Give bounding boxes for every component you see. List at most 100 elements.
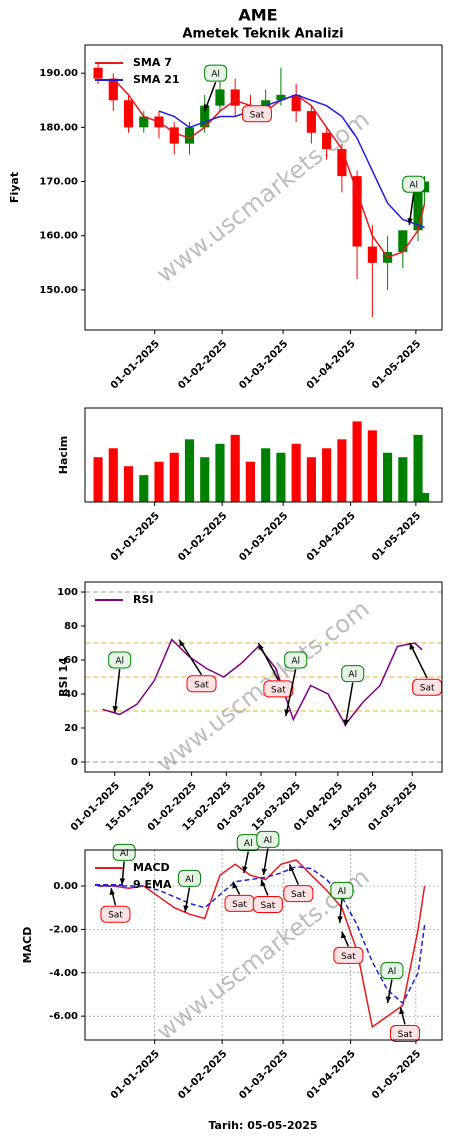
axes-frame: [84, 849, 443, 1041]
axes-frame: [84, 44, 443, 331]
candle-body: [337, 149, 347, 177]
plot-area: www.uscmarkets.com: [93, 62, 430, 317]
annotation-box: [341, 665, 365, 683]
annotation-label: Sat: [420, 684, 435, 694]
series-line: [98, 859, 426, 1029]
y-tick-label: 20: [64, 723, 78, 734]
volume-bar: [154, 461, 164, 502]
candle-body: [367, 246, 377, 263]
annotation-box: [402, 175, 426, 193]
x-tick-label: 01-04-2025: [305, 510, 358, 563]
annotation-label: Al: [409, 181, 418, 191]
candle-body: [413, 192, 423, 231]
volume-bar: [261, 448, 271, 502]
axes-frame: [84, 581, 443, 773]
annotation-box: [284, 651, 308, 669]
chart-subtitle: Ametek Teknik Analizi: [182, 27, 343, 42]
volume-bar: [420, 493, 430, 502]
series-line: [102, 638, 423, 726]
legend-label: RSI: [133, 593, 154, 606]
annotation-arrow: [344, 682, 354, 727]
x-tick-label: 01-02-2025: [176, 510, 229, 563]
annotation-label: Al: [211, 70, 220, 80]
x-tick-label: 01-03-2025: [237, 510, 290, 563]
volume-bar: [306, 457, 316, 502]
annotation-label: Sat: [291, 890, 306, 900]
x-tick-label: 01-03-2025: [237, 1048, 290, 1101]
x-tick-label: 01-05-2025: [370, 1048, 423, 1101]
y-tick-label: -6.00: [49, 1011, 78, 1022]
candle-body: [306, 111, 316, 133]
volume-bar: [291, 443, 301, 502]
annotation-arrow: [409, 642, 428, 679]
annotation-box: [241, 105, 272, 123]
y-tick-label: 80: [64, 621, 78, 632]
annotation-box: [263, 680, 294, 698]
annotation-label: Al: [185, 875, 194, 885]
y-tick-label: 190.00: [39, 68, 78, 79]
y-tick-label: 160.00: [39, 231, 78, 242]
candle-body: [276, 94, 286, 101]
arrow-head: [179, 639, 185, 647]
volume-bar: [230, 434, 240, 502]
y-tick-label: 60: [64, 655, 78, 666]
chart-title: AME: [238, 6, 277, 25]
candle-body: [398, 230, 408, 252]
legend-label: 9 EMA: [133, 878, 172, 891]
volume-bar: [276, 452, 286, 502]
candle-body: [184, 127, 195, 144]
annotation-label: Sat: [341, 952, 356, 962]
candle-body: [108, 78, 118, 101]
annotation-label: Al: [120, 849, 129, 859]
y-tick-label: 0: [71, 757, 78, 768]
x-tick-label: 01-01-2025: [109, 1048, 162, 1101]
candle-body: [169, 127, 179, 144]
candle-body: [215, 89, 225, 106]
y-tick-label: 170.00: [39, 177, 78, 188]
annotation-label: Sat: [271, 685, 286, 695]
volume-bar: [139, 475, 149, 502]
arrow-head: [407, 218, 413, 225]
x-tick-label: 01-02-2025: [176, 338, 229, 391]
volume-bar: [108, 448, 118, 502]
arrow-head: [409, 643, 415, 651]
y-tick-label: 40: [64, 689, 78, 700]
y-axis-label: Hacim: [57, 436, 70, 474]
watermark: www.uscmarkets.com: [151, 105, 375, 288]
annotation-arrow: [257, 642, 280, 681]
y-tick-label: -4.00: [49, 968, 78, 979]
annotation-box: [256, 830, 280, 848]
arrow-head: [399, 1007, 405, 1015]
arrow-head: [260, 879, 266, 887]
annotation-box: [389, 1024, 420, 1042]
series-line: [98, 865, 426, 1005]
arrow-head: [337, 916, 343, 923]
arrow-head: [284, 709, 290, 717]
annotation-label: Al: [291, 657, 300, 667]
y-tick-label: 0.00: [53, 881, 78, 892]
arrow-head: [288, 864, 295, 872]
arrow-head: [261, 868, 267, 876]
y-tick-label: -2.00: [49, 924, 78, 935]
x-axis-label: Tarih: 05-05-2025: [208, 1119, 317, 1132]
arrow-head: [258, 643, 264, 651]
arrow-head: [343, 719, 349, 727]
volume-bar: [93, 457, 103, 502]
annotation-box: [112, 843, 136, 861]
annotation-box: [333, 946, 364, 964]
arrow-head: [340, 931, 347, 939]
y-tick-label: 180.00: [39, 122, 78, 133]
annotation-label: Sat: [260, 901, 275, 911]
annotation-box: [100, 905, 131, 923]
x-tick-label: 01-04-2025: [305, 1048, 358, 1101]
volume-bar: [398, 457, 408, 502]
candle-body: [322, 132, 332, 150]
volume-bar: [413, 434, 423, 502]
annotation-label: Al: [115, 657, 124, 667]
arrow-head: [112, 706, 119, 713]
volume-bar: [184, 439, 195, 502]
annotation-label: Sat: [108, 911, 123, 921]
volume-bar: [367, 430, 377, 502]
x-tick-label: 01-04-2025: [305, 338, 358, 391]
